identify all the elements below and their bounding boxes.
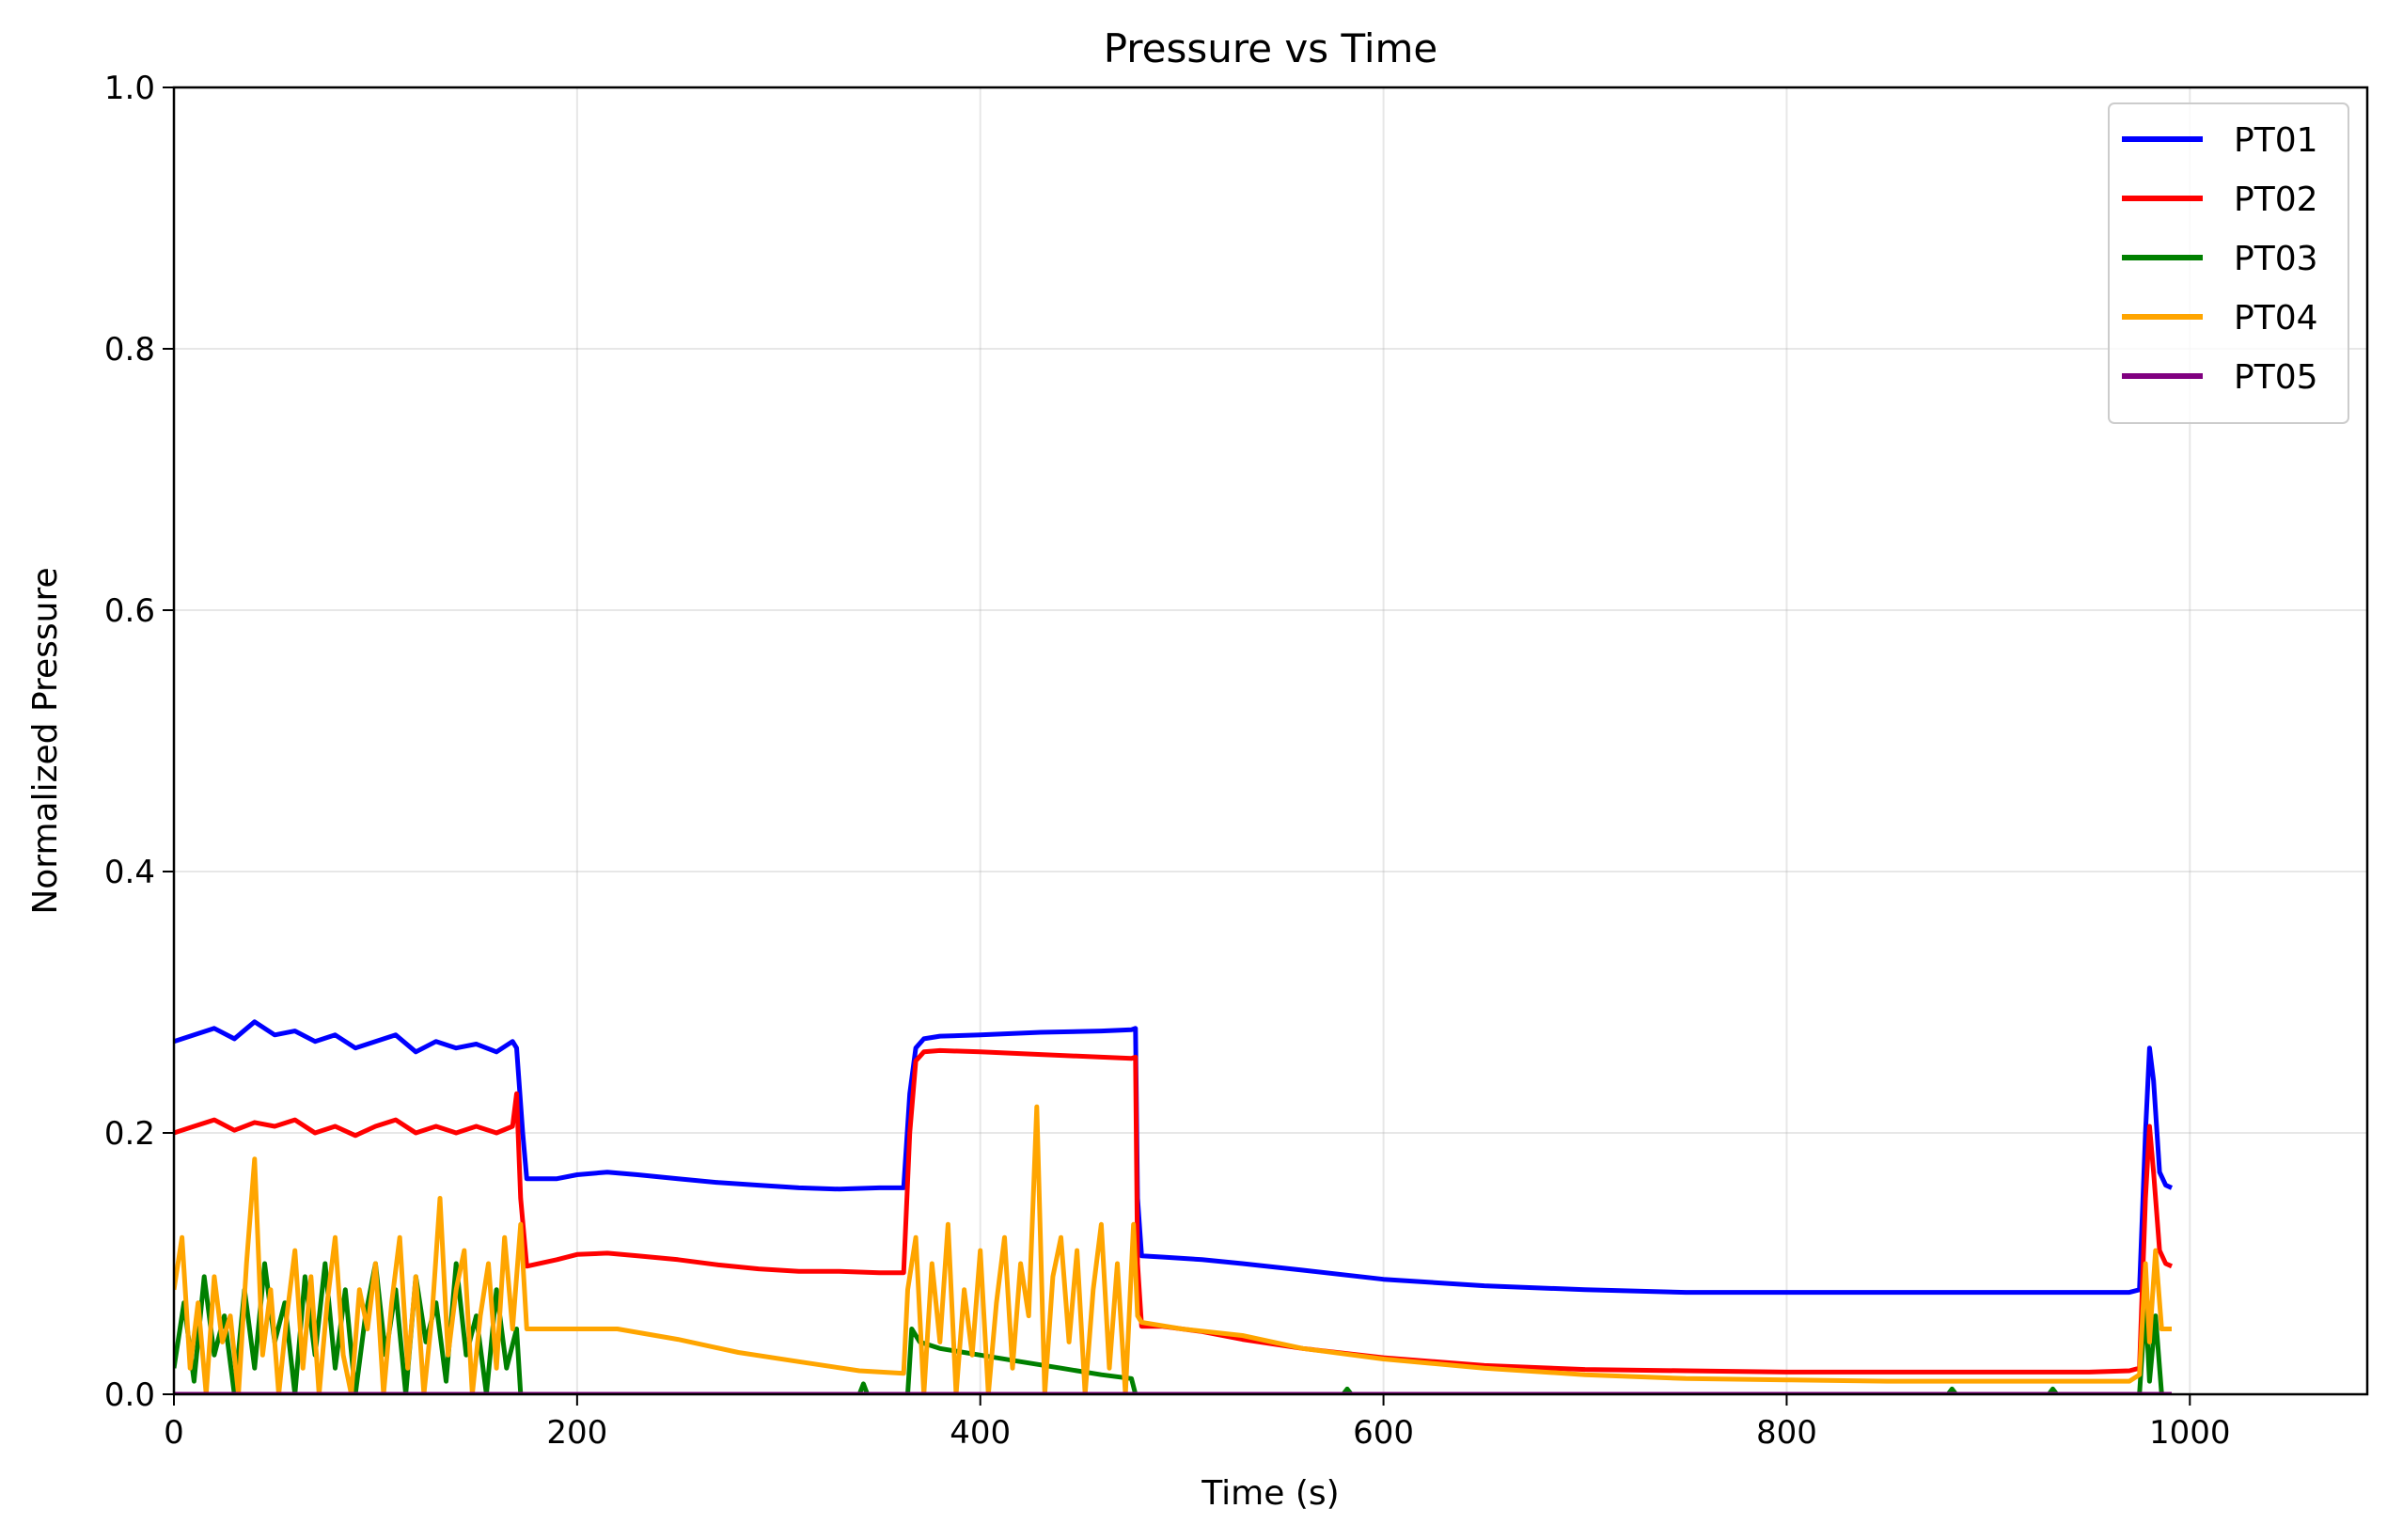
legend: PT01 PT02 PT03 PT04 PT05 [2108, 102, 2349, 424]
y-axis-ticks: 0.0 0.2 0.4 0.6 0.8 1.0 [104, 70, 174, 1414]
x-axis-label: Time (s) [1201, 1474, 1339, 1513]
series-line-pt01 [174, 1019, 2174, 1296]
x-tick-label: 1000 [2149, 1414, 2231, 1452]
legend-label-pt02: PT02 [2234, 181, 2318, 219]
series-line-pt03 [174, 1261, 2172, 1394]
plot-frame [172, 86, 2369, 1396]
legend-label-pt03: PT03 [2234, 240, 2318, 278]
x-tick-label: 0 [164, 1414, 184, 1452]
x-tick-label: 400 [950, 1414, 1011, 1452]
series-line-pt02 [174, 1047, 2174, 1375]
y-tick-label: 0.0 [104, 1376, 155, 1414]
x-axis-ticks: 0 200 400 600 800 1000 [164, 1394, 2231, 1452]
y-tick-label: 1.0 [104, 70, 155, 107]
x-tick-label: 800 [1756, 1414, 1817, 1452]
legend-label-pt04: PT04 [2234, 299, 2318, 338]
chart-title: Pressure vs Time [1104, 25, 1438, 71]
series-line-pt04 [174, 1104, 2172, 1394]
legend-label-pt05: PT05 [2234, 358, 2318, 397]
legend-box [2108, 102, 2349, 424]
y-tick-label: 0.6 [104, 592, 155, 630]
series-layer [174, 1019, 2174, 1394]
y-tick-label: 0.4 [104, 854, 155, 891]
legend-label-pt01: PT01 [2234, 121, 2318, 160]
x-tick-label: 600 [1353, 1414, 1414, 1452]
y-axis-label: Normalized Pressure [26, 567, 65, 914]
y-tick-label: 0.8 [104, 331, 155, 369]
x-tick-label: 200 [546, 1414, 607, 1452]
y-tick-label: 0.2 [104, 1115, 155, 1153]
